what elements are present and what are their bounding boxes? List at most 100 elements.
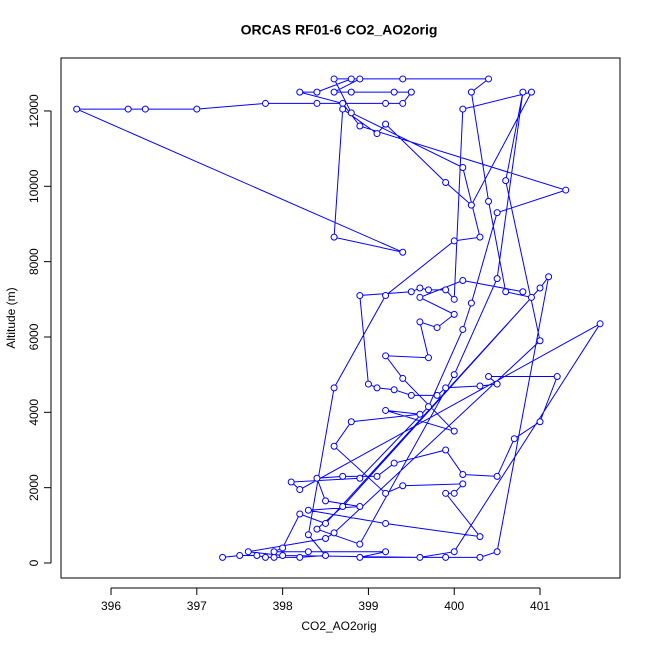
data-point xyxy=(424,286,432,294)
data-point xyxy=(339,105,347,113)
data-point xyxy=(442,179,450,187)
data-point xyxy=(339,472,347,480)
data-point xyxy=(330,88,338,96)
data-point xyxy=(124,105,132,113)
data-point xyxy=(330,442,338,450)
x-tick-label: 399 xyxy=(358,599,378,613)
plot-box xyxy=(60,57,621,579)
data-point xyxy=(416,318,424,326)
data-point xyxy=(536,418,544,426)
data-point xyxy=(347,109,355,117)
data-point xyxy=(467,201,475,209)
data-point xyxy=(485,373,493,381)
data-point xyxy=(519,88,527,96)
data-point xyxy=(545,273,553,281)
data-point xyxy=(253,551,261,559)
data-point xyxy=(493,380,501,388)
data-point xyxy=(382,292,390,300)
data-point xyxy=(450,371,458,379)
data-point xyxy=(399,75,407,83)
data-point xyxy=(356,474,364,482)
data-point xyxy=(476,233,484,241)
data-point xyxy=(313,88,321,96)
data-point xyxy=(390,88,398,96)
data-point xyxy=(485,75,493,83)
data-point xyxy=(304,506,312,514)
data-point xyxy=(416,293,424,301)
data-point xyxy=(356,540,364,548)
data-point xyxy=(476,382,484,390)
data-point xyxy=(382,489,390,497)
data-point xyxy=(313,474,321,482)
data-point xyxy=(330,233,338,241)
data-point xyxy=(459,276,467,284)
y-tick-label: 8000 xyxy=(27,248,41,275)
data-point xyxy=(356,292,364,300)
data-point xyxy=(364,380,372,388)
data-point xyxy=(450,310,458,318)
data-point xyxy=(287,478,295,486)
data-point xyxy=(476,533,484,541)
data-point xyxy=(450,427,458,435)
data-point xyxy=(399,99,407,107)
data-point xyxy=(382,120,390,128)
data-point xyxy=(467,88,475,96)
data-point xyxy=(450,548,458,556)
data-point xyxy=(322,497,330,505)
data-point xyxy=(193,105,201,113)
data-point xyxy=(459,325,467,333)
data-point xyxy=(433,391,441,399)
data-point xyxy=(510,435,518,443)
data-point xyxy=(296,486,304,494)
data-point xyxy=(390,386,398,394)
data-point xyxy=(270,553,278,561)
data-point xyxy=(382,548,390,556)
data-point xyxy=(399,374,407,382)
data-point xyxy=(339,503,347,511)
data-point xyxy=(407,288,415,296)
data-point xyxy=(330,75,338,83)
data-point xyxy=(330,529,338,537)
data-point xyxy=(424,403,432,411)
data-point xyxy=(356,503,364,511)
data-point xyxy=(313,99,321,107)
y-tick-label: 6000 xyxy=(27,323,41,350)
data-point xyxy=(416,553,424,561)
data-point xyxy=(339,99,347,107)
data-point xyxy=(407,391,415,399)
x-tick-label: 397 xyxy=(187,599,207,613)
data-point xyxy=(527,293,535,301)
data-point xyxy=(442,489,450,497)
data-point xyxy=(476,553,484,561)
data-point xyxy=(322,535,330,543)
y-tick-label: 0 xyxy=(27,559,41,566)
data-point xyxy=(399,482,407,490)
data-point xyxy=(519,288,527,296)
data-point xyxy=(382,352,390,360)
data-point xyxy=(502,177,510,185)
data-point xyxy=(442,286,450,294)
data-point xyxy=(356,122,364,130)
data-point xyxy=(493,548,501,556)
data-point xyxy=(279,551,287,559)
data-point xyxy=(424,354,432,362)
data-point xyxy=(553,373,561,381)
data-point xyxy=(493,472,501,480)
data-point xyxy=(270,548,278,556)
data-point xyxy=(493,275,501,283)
x-tick-label: 396 xyxy=(101,599,121,613)
x-tick-label: 398 xyxy=(273,599,293,613)
data-point xyxy=(373,130,381,138)
data-point xyxy=(382,519,390,527)
data-point xyxy=(459,480,467,488)
x-axis-label: CO2_AO2orig xyxy=(301,619,376,633)
x-tick-label: 400 xyxy=(444,599,464,613)
data-point xyxy=(322,519,330,527)
data-point xyxy=(261,553,269,561)
data-point xyxy=(450,489,458,497)
data-point xyxy=(347,88,355,96)
data-point xyxy=(347,418,355,426)
data-point xyxy=(485,197,493,205)
data-point xyxy=(502,288,510,296)
